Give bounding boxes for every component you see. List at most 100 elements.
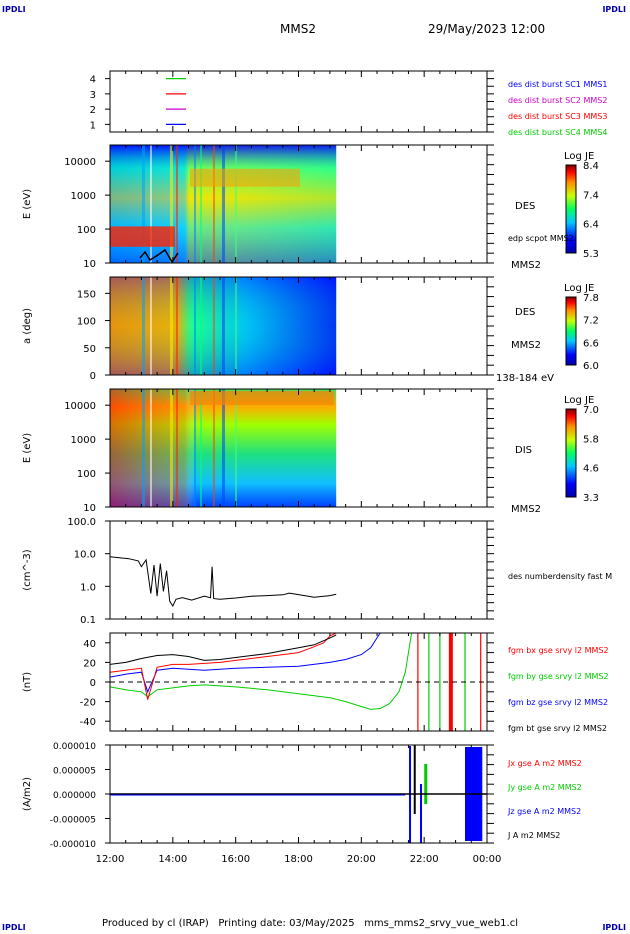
time-tick-label: 20:00 <box>347 854 376 865</box>
scpot-overlay-label: edp scpot MMS2 <box>508 234 574 243</box>
current-legend-entry: Jx gse A m2 MMS2 <box>507 759 582 768</box>
current-ytick: -0.000005 <box>50 816 96 826</box>
des-pitch-stripe <box>213 277 215 375</box>
des-pitch-colorbar <box>565 296 577 366</box>
field-ytick: -20 <box>80 698 96 709</box>
burst-legend-entry: des dist burst SC2 MMS2 <box>508 96 607 105</box>
des-energy-colorbar-title: Log JE <box>564 151 594 162</box>
field-legend-entry: fgm bt gse srvy l2 MMS2 <box>508 724 607 733</box>
des-pitch-stripe <box>150 277 152 375</box>
density-series-line <box>109 556 337 608</box>
des-energy-spacecraft-label: MMS2 <box>511 260 541 271</box>
des-energy-stripe <box>200 145 202 263</box>
des-pitch-ytick: 0 <box>90 371 96 382</box>
dis-energy-ytick: 10 <box>83 503 96 514</box>
des-energy-ytick: 100 <box>77 225 96 236</box>
des-pitch-energy-range: 138-184 eV <box>496 373 554 384</box>
des-pitch-stripe <box>200 277 202 375</box>
des-energy-ytick: 10 <box>83 259 96 270</box>
des-pitch-stripe <box>194 277 196 375</box>
des-energy-ylabel: E (eV) <box>22 189 33 219</box>
field-series-line <box>109 634 337 665</box>
des-energy-ytick: 1000 <box>71 191 96 202</box>
dis-energy-colorbar-tick: 5.8 <box>583 434 599 445</box>
des-energy-stripe <box>194 145 196 263</box>
des-pitch-spacecraft-label: MMS2 <box>511 340 541 351</box>
des-pitch-stripe <box>142 277 145 375</box>
des-energy-cold-band <box>110 226 175 247</box>
des-energy-stripe <box>142 145 145 263</box>
dis-energy-colorbar <box>565 408 577 498</box>
time-tick-label: 00:00 <box>473 854 502 865</box>
burst-legend-entry: des dist burst SC1 MMS1 <box>508 80 607 89</box>
des-pitch-ytick: 100 <box>77 317 96 328</box>
density-ylabel: (cm^-3) <box>22 549 33 590</box>
dis-energy-stripe <box>142 389 145 507</box>
des-energy-colorbar-tick: 6.4 <box>583 220 599 231</box>
density-ytick: 10.0 <box>74 550 96 561</box>
time-tick-label: 18:00 <box>284 854 313 865</box>
dis-energy-stripe <box>200 389 202 507</box>
des-pitch-stripe <box>170 277 173 375</box>
des-energy-hot-band <box>190 168 300 187</box>
dis-energy-colorbar-title: Log JE <box>564 395 594 406</box>
des-energy-instrument-label: DES <box>515 201 535 212</box>
dis-energy-stripe <box>222 389 225 507</box>
time-tick-label: 14:00 <box>158 854 187 865</box>
current-density-ylabel: (A/m2) <box>22 777 33 811</box>
field-legend-entry: fgm by gse srvy l2 MMS2 <box>508 672 609 681</box>
dis-energy-stripe <box>170 389 173 507</box>
des-energy-stripe <box>235 145 237 263</box>
des-energy-stripe <box>222 145 225 263</box>
field-series-line <box>109 632 413 710</box>
corner-label-bottom-right: IPDLI <box>602 923 626 932</box>
burst-ytick: 4 <box>90 75 96 86</box>
date-title: 29/May/2023 12:00 <box>428 22 546 36</box>
dis-energy-instrument-label: DIS <box>515 445 532 456</box>
density-ytick: 1.0 <box>80 582 96 593</box>
corner-label-top-left: IPDLI <box>2 5 26 14</box>
des-pitch-colorbar-tick: 6.0 <box>583 361 599 372</box>
dis-energy-hot-band <box>190 391 334 405</box>
footer-credits: Produced by cl (IRAP) Printing date: 03/… <box>102 918 519 929</box>
des-pitch-colorbar-tick: 7.2 <box>583 316 599 327</box>
density-ytick: 100.0 <box>67 517 96 528</box>
corner-label-bottom-left: IPDLI <box>2 923 26 932</box>
density-panel-frame <box>109 520 488 620</box>
field-ytick: 40 <box>83 639 96 650</box>
des-pitch-stripe <box>222 277 225 375</box>
des-energy-ytick: 10000 <box>64 157 96 168</box>
current-ytick: 0.000010 <box>53 742 96 752</box>
des-energy-stripe <box>150 145 152 263</box>
field-ytick: 0 <box>90 678 96 689</box>
burst-ytick: 1 <box>90 120 96 131</box>
density-ytick: 0.1 <box>80 615 96 626</box>
dis-energy-colorbar-tick: 7.0 <box>583 405 599 416</box>
dis-energy-ytick: 1000 <box>71 435 96 446</box>
burst-ytick: 3 <box>90 90 96 101</box>
des-energy-colorbar-tick: 5.3 <box>583 249 599 260</box>
time-tick-label: 12:00 <box>96 854 125 865</box>
des-pitch-colorbar-title: Log JE <box>564 283 594 294</box>
dis-energy-colorbar-tick: 4.6 <box>583 464 599 475</box>
dis-energy-stripe <box>194 389 196 507</box>
des-pitch-colorbar-tick: 7.8 <box>583 293 599 304</box>
dis-energy-ylabel: E (eV) <box>22 433 33 463</box>
dis-energy-ytick: 10000 <box>64 401 96 412</box>
magnetic-field-ylabel: (nT) <box>22 672 33 692</box>
field-series-line <box>109 632 381 694</box>
corner-label-top-right: IPDLI <box>602 5 626 14</box>
field-legend-entry: fgm bz gse srvy l2 MMS2 <box>508 698 608 707</box>
dis-energy-stripe <box>150 389 152 507</box>
des-pitch-instrument-label: DES <box>515 307 535 318</box>
density-series-label: des numberdensity fast M <box>508 572 612 581</box>
des-pitch-ylabel: a (deg) <box>22 308 33 344</box>
current-ytick: -0.000010 <box>50 840 96 850</box>
time-tick-label: 22:00 <box>410 854 439 865</box>
current-ytick: 0.000005 <box>53 767 96 777</box>
time-tick-label: 16:00 <box>221 854 250 865</box>
burst-panel-frame <box>109 70 488 133</box>
current-legend-entry: Jy gse A m2 MMS2 <box>507 783 582 792</box>
current-ytick: 0.000000 <box>53 791 96 801</box>
des-pitch-stripe <box>235 277 237 375</box>
